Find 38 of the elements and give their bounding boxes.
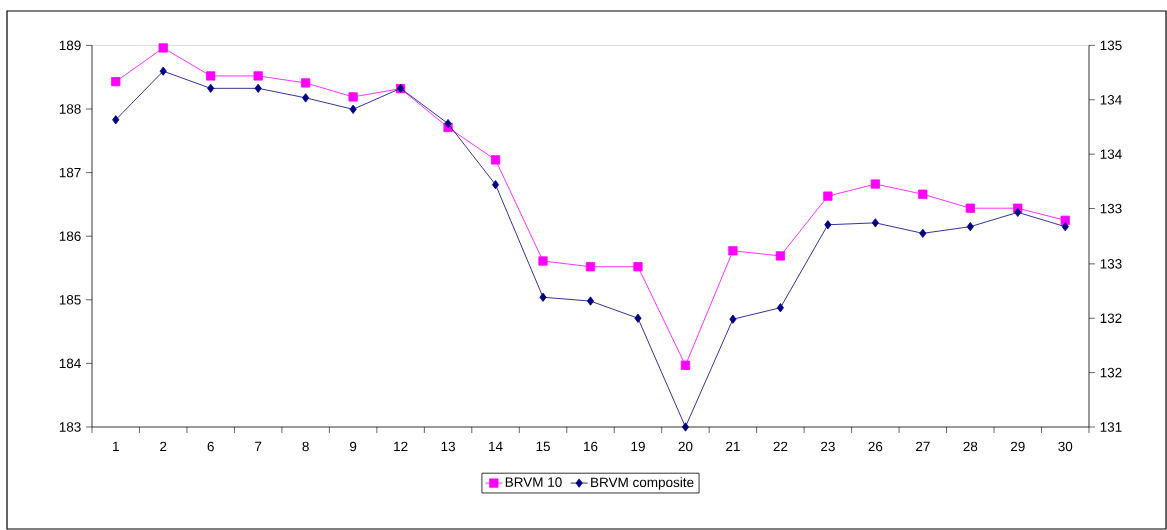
x-tick-label: 22 bbox=[773, 441, 788, 452]
y-tick-label: 187 bbox=[59, 167, 81, 178]
y-tick-label: 188 bbox=[59, 104, 81, 114]
x-tick-label: 20 bbox=[678, 441, 693, 452]
x-tick-label: 28 bbox=[963, 441, 978, 452]
x-tick-label: 6 bbox=[207, 441, 214, 452]
y2-tick-label: 132 bbox=[1100, 313, 1122, 324]
y2-tick-label: 134 bbox=[1100, 149, 1122, 159]
x-tick-label: 27 bbox=[915, 441, 930, 452]
y2-tick-label: 133 bbox=[1100, 259, 1122, 269]
x-tick-label: 12 bbox=[394, 441, 408, 452]
x-tick-label: 23 bbox=[821, 441, 835, 452]
x-tick-label: 14 bbox=[489, 441, 503, 451]
y-tick-label: 184 bbox=[59, 358, 81, 369]
x-tick-label: 8 bbox=[302, 441, 309, 452]
x-tick-label: 15 bbox=[536, 441, 550, 452]
y2-tick-label: 133 bbox=[1100, 203, 1122, 214]
x-tick-label: 21 bbox=[726, 441, 740, 452]
x-tick-label: 9 bbox=[350, 441, 357, 452]
x-tick-label: 1 bbox=[113, 441, 119, 451]
x-tick-label: 2 bbox=[160, 441, 167, 452]
y-tick-label: 189 bbox=[59, 40, 81, 51]
x-tick-label: 13 bbox=[441, 441, 455, 452]
y2-tick-label: 134 bbox=[1100, 95, 1122, 105]
legend-label: BRVM 10 bbox=[505, 477, 562, 487]
x-tick-label: 16 bbox=[584, 441, 598, 452]
x-tick-label: 29 bbox=[1010, 441, 1025, 452]
y-tick-label: 183 bbox=[59, 422, 81, 432]
x-tick-label: 30 bbox=[1058, 441, 1073, 452]
x-tick-label: 7 bbox=[255, 441, 262, 451]
y2-tick-label: 131 bbox=[1100, 422, 1122, 432]
y2-tick-label: 132 bbox=[1100, 367, 1122, 378]
y-tick-label: 186 bbox=[59, 231, 81, 241]
y2-tick-label: 135 bbox=[1100, 40, 1122, 51]
legend-label: BRVM composite bbox=[591, 477, 694, 490]
y-tick-label: 185 bbox=[59, 295, 81, 305]
x-tick-label: 26 bbox=[868, 441, 883, 452]
x-tick-label: 19 bbox=[631, 441, 645, 452]
